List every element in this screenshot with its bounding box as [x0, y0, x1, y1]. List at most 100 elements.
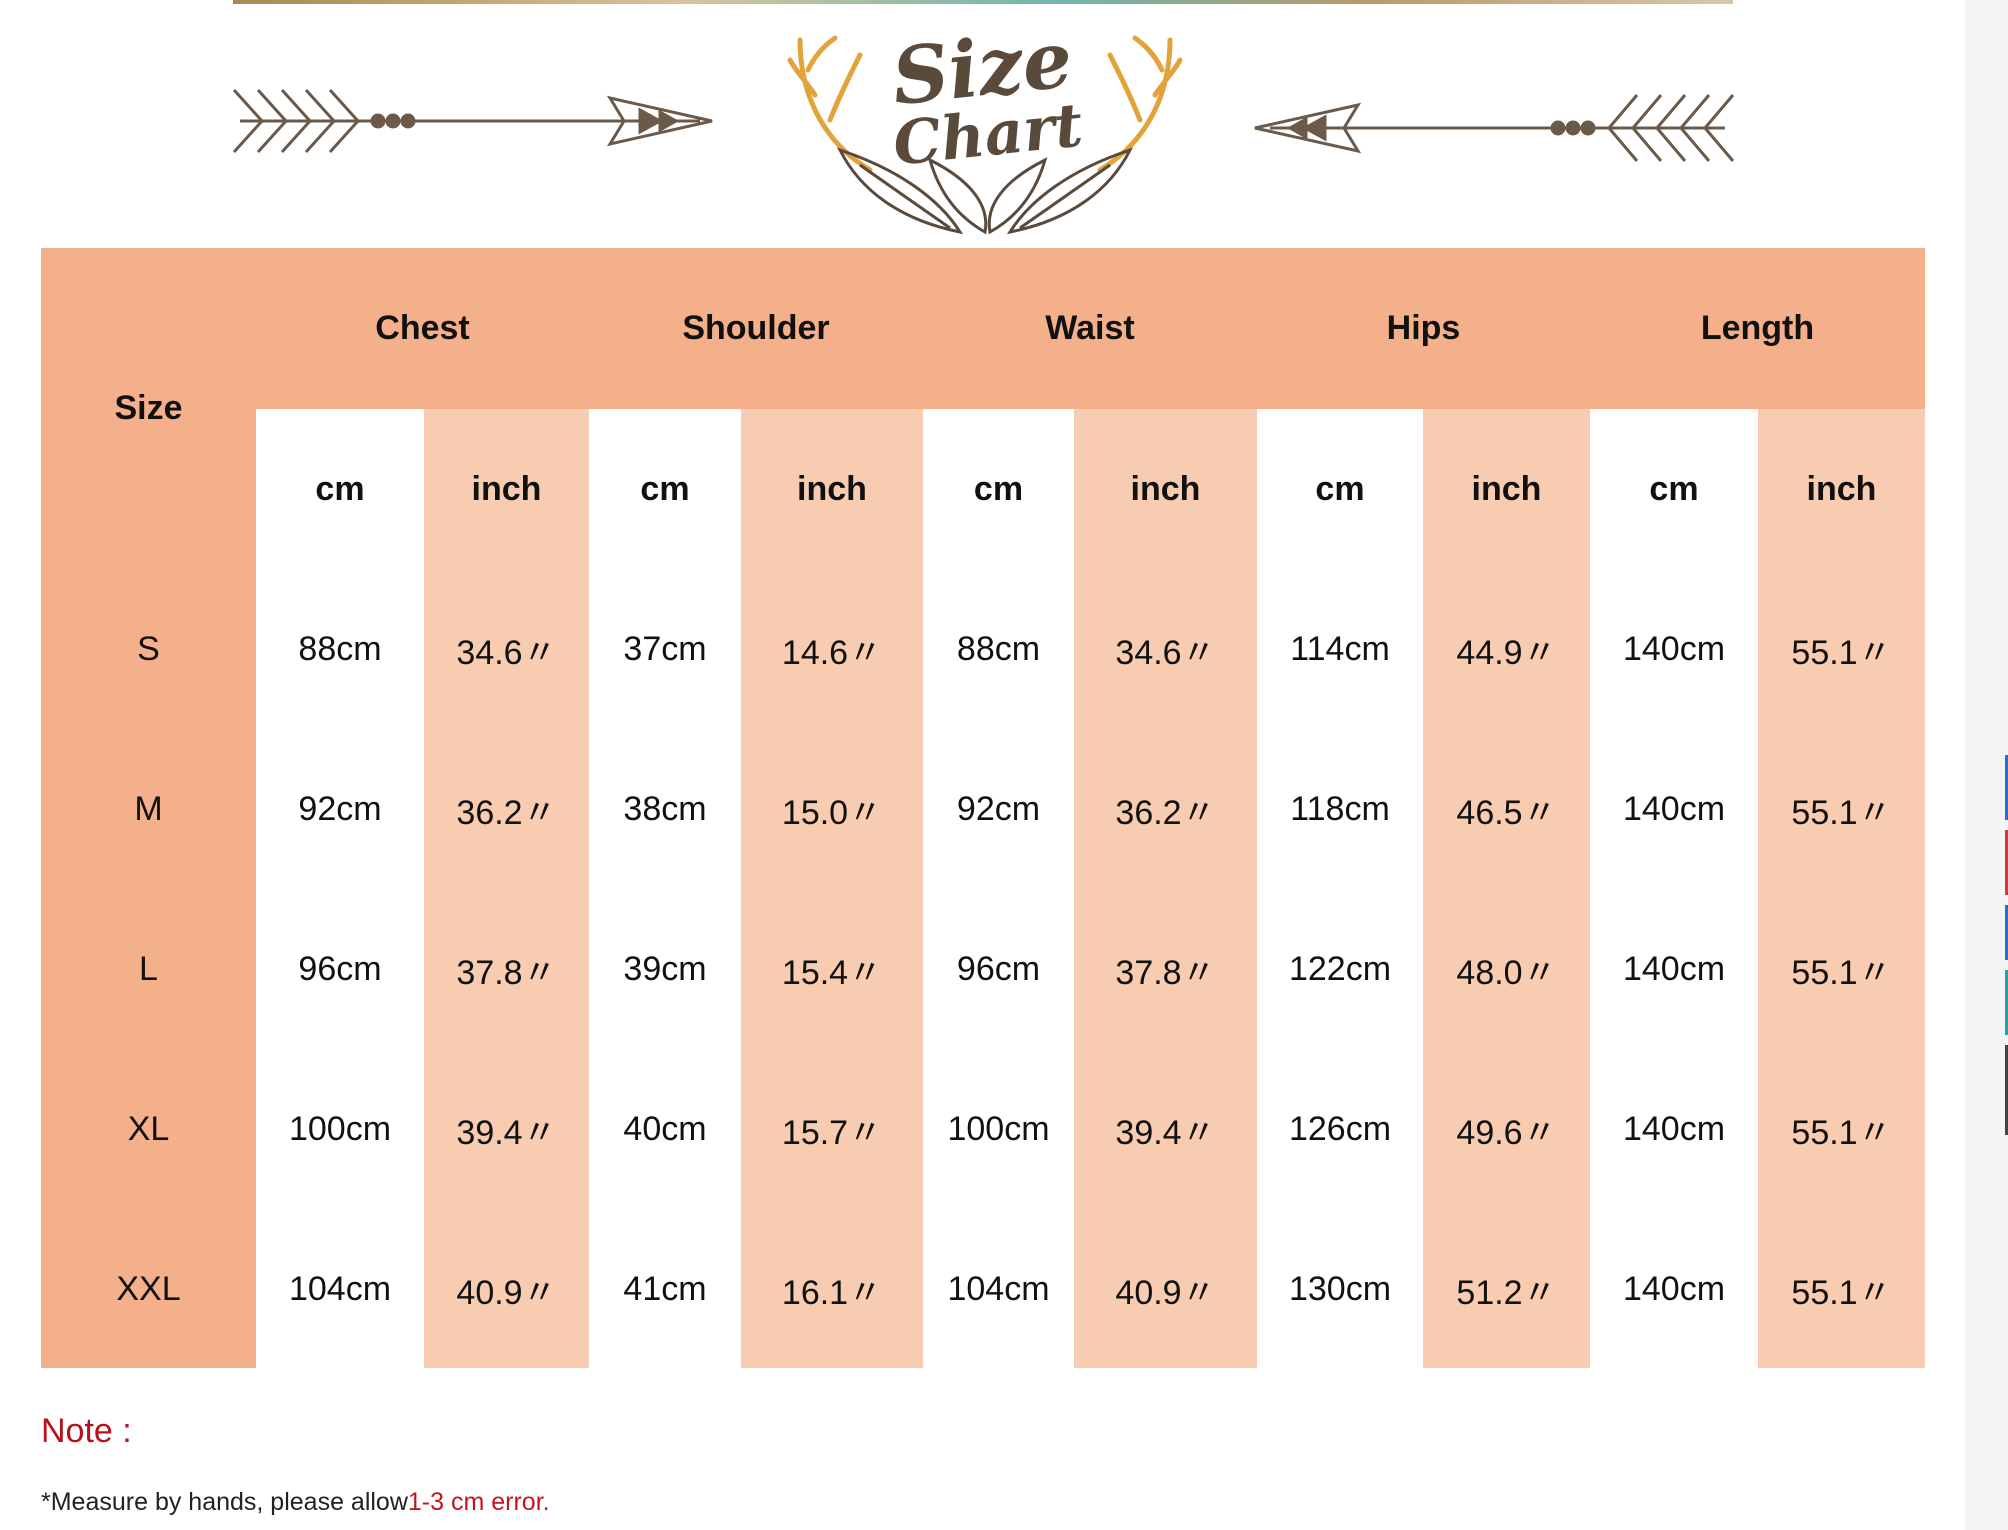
- measurement-cell: 92cm: [298, 789, 382, 828]
- inch-column-bg: [741, 409, 923, 1368]
- measurement-cell: 130cm: [1288, 1269, 1392, 1308]
- size-column-header: Size: [114, 389, 183, 427]
- measurement-cell: 96cm: [956, 949, 1041, 988]
- cm-column-bg: [923, 409, 1074, 1368]
- measurement-cell: 118cm: [1290, 789, 1390, 828]
- unit-header-cm: cm: [1315, 469, 1365, 508]
- unit-header-cm: cm: [973, 469, 1024, 508]
- size-label: M: [134, 789, 163, 828]
- measurement-cell: 34.6〃: [456, 633, 557, 672]
- measurement-cell: 36.2〃: [1115, 793, 1216, 832]
- measurement-cell: 39.4〃: [1115, 1113, 1216, 1152]
- top-image-strip: [233, 0, 1733, 4]
- measurement-cell: 40cm: [623, 1109, 707, 1148]
- measurement-cell: 15.4〃: [781, 953, 883, 992]
- unit-header-inch: inch: [471, 469, 542, 508]
- measurement-cell: 140cm: [1622, 949, 1726, 988]
- measurement-cell: 44.9〃: [1456, 633, 1557, 672]
- measurement-cell: 37.8〃: [456, 953, 557, 992]
- measurement-cell: 38cm: [623, 789, 707, 828]
- group-header-waist: Waist: [1045, 309, 1135, 347]
- measurement-cell: 34.6〃: [1115, 633, 1216, 672]
- measurement-cell: 51.2〃: [1456, 1273, 1557, 1312]
- size-table: Size Chest Shoulder Waist Hips Length cm inch cm…: [41, 248, 1925, 1368]
- measurement-cell: 88cm: [956, 629, 1041, 668]
- right-scroll-strip: [1965, 0, 2008, 1530]
- size-label: XL: [127, 1109, 170, 1148]
- measurement-cell: 55.1〃: [1791, 953, 1892, 992]
- strip-mark: [2005, 1045, 2008, 1135]
- cm-column-bg: [1590, 409, 1758, 1368]
- measurement-cell: 14.6〃: [781, 633, 883, 672]
- left-arrow-icon: [232, 88, 713, 154]
- measurement-cell: 48.0〃: [1456, 953, 1557, 992]
- inch-column-bg: [1758, 409, 1925, 1368]
- right-arrow-icon: [1254, 94, 1735, 162]
- group-header-hips: Hips: [1386, 309, 1461, 347]
- cm-column-bg: [1257, 409, 1423, 1368]
- measurement-cell: 100cm: [947, 1109, 1050, 1148]
- logo-size-text: Size: [888, 14, 1076, 123]
- measurement-cell: 55.1〃: [1791, 793, 1892, 832]
- measurement-cell: 41cm: [623, 1269, 707, 1308]
- inch-column-bg: [1423, 409, 1590, 1368]
- measurement-cell: 104cm: [288, 1269, 392, 1308]
- cm-column-bg: [256, 409, 424, 1368]
- unit-header-inch: inch: [797, 469, 867, 508]
- measurement-note-text: *Measure by hands, please allow: [41, 1488, 408, 1516]
- feathers-icon: [837, 147, 1133, 235]
- table-background: [41, 248, 1925, 1368]
- size-label: XXL: [116, 1269, 181, 1308]
- error-range-text: 1-3 cm error.: [407, 1488, 550, 1516]
- measurement-cell: 96cm: [298, 949, 382, 988]
- measurement-cell: 40.9〃: [1115, 1273, 1216, 1312]
- measurement-cell: 16.1〃: [781, 1273, 883, 1312]
- group-header-shoulder: Shoulder: [682, 309, 830, 347]
- measurement-cell: 40.9〃: [456, 1273, 557, 1312]
- note-label: Note :: [41, 1412, 132, 1450]
- strip-mark: [2005, 970, 2008, 1035]
- group-header-length: Length: [1700, 309, 1815, 347]
- measurement-cell: 104cm: [947, 1269, 1050, 1308]
- size-chart-banner: Size Chart: [0, 0, 2008, 245]
- unit-header-cm: cm: [640, 469, 690, 508]
- measurement-cell: 36.2〃: [456, 793, 557, 832]
- measurement-cell: 39cm: [623, 949, 707, 988]
- measurement-cell: 114cm: [1290, 629, 1390, 668]
- measurement-cell: 122cm: [1288, 949, 1392, 988]
- measurement-cell: 37.8〃: [1115, 953, 1216, 992]
- measurement-cell: 49.6〃: [1456, 1113, 1557, 1152]
- measurement-cell: 46.5〃: [1456, 793, 1557, 832]
- strip-mark: [2005, 755, 2008, 820]
- unit-header-inch: inch: [1471, 469, 1542, 508]
- measurement-cell: 100cm: [288, 1109, 392, 1148]
- measurement-cell: 140cm: [1622, 789, 1726, 828]
- measurement-cell: 37cm: [623, 629, 707, 668]
- measurement-cell: 55.1〃: [1791, 633, 1892, 672]
- antlers-icon: [787, 35, 1183, 173]
- measurement-cell: 92cm: [956, 789, 1041, 828]
- inch-column-bg: [424, 409, 589, 1368]
- measurement-cell: 126cm: [1288, 1109, 1392, 1148]
- measurement-cell: 15.0〃: [781, 793, 883, 832]
- measurement-cell: 15.7〃: [781, 1113, 883, 1152]
- inch-column-bg: [1074, 409, 1257, 1368]
- measurement-cell: 55.1〃: [1791, 1273, 1892, 1312]
- strip-mark: [2005, 905, 2008, 960]
- unit-header-inch: inch: [1806, 469, 1877, 508]
- size-label: S: [137, 629, 160, 668]
- cm-column-bg: [589, 409, 741, 1368]
- strip-mark: [2005, 830, 2008, 895]
- measurement-note: *Measure by hands, please allow1-3 cm er…: [41, 1488, 550, 1517]
- measurement-cell: 55.1〃: [1791, 1113, 1892, 1152]
- unit-header-cm: cm: [315, 469, 365, 508]
- measurement-cell: 39.4〃: [456, 1113, 557, 1152]
- measurement-cell: 140cm: [1622, 1269, 1726, 1308]
- unit-header-cm: cm: [1649, 469, 1699, 508]
- measurement-cell: 88cm: [298, 629, 382, 668]
- group-header-chest: Chest: [375, 309, 470, 347]
- unit-header-inch: inch: [1130, 469, 1201, 508]
- size-label: L: [139, 949, 158, 988]
- measurement-cell: 140cm: [1622, 1109, 1726, 1148]
